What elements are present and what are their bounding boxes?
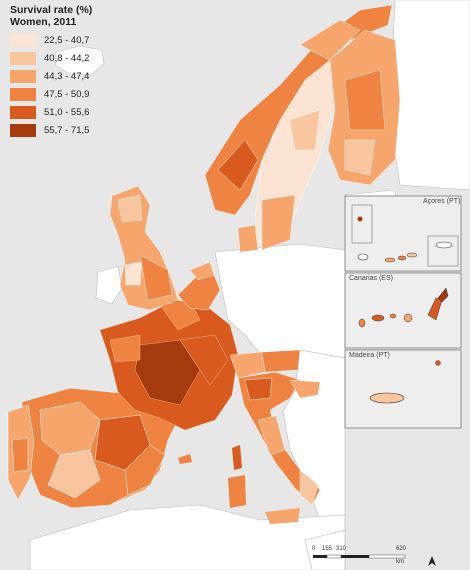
legend-label: 47,5 - 50,9 bbox=[44, 88, 90, 100]
legend-swatch bbox=[10, 123, 36, 137]
legend-swatch bbox=[10, 87, 36, 101]
region-italy bbox=[237, 371, 321, 506]
non-covered-land bbox=[29, 0, 470, 570]
legend-item: 47,5 - 50,9 bbox=[10, 86, 170, 102]
scale-tick-0: 0 bbox=[312, 546, 316, 552]
scale-tick-3: 620 bbox=[396, 546, 407, 552]
region-portugal bbox=[7, 404, 35, 501]
region-sweden bbox=[254, 59, 346, 251]
region-sardinia bbox=[228, 475, 246, 508]
legend-swatch bbox=[10, 33, 36, 47]
region-spain bbox=[21, 387, 179, 509]
legend-swatch bbox=[10, 69, 36, 83]
region-benelux bbox=[177, 261, 221, 311]
scale-tick-1: 155 bbox=[322, 546, 333, 552]
canarias-islands bbox=[358, 287, 449, 328]
region-balearic bbox=[178, 454, 192, 464]
region-norway bbox=[204, 4, 393, 216]
legend-item: 40,8 - 44,2 bbox=[10, 50, 170, 66]
inset-title-canarias: Canarias (ES) bbox=[349, 275, 393, 282]
legend-label: 22,5 - 40,7 bbox=[44, 34, 90, 46]
region-slovenia bbox=[289, 379, 321, 399]
scale-tick-2: 310 bbox=[336, 546, 347, 552]
madeira-islands bbox=[369, 360, 441, 404]
north-arrow-icon bbox=[428, 556, 436, 566]
inset-madeira bbox=[344, 349, 462, 429]
legend-label: 44,3 - 47,4 bbox=[44, 70, 90, 82]
legend: Survival rate (%) Women, 2011 22,5 - 40,… bbox=[10, 4, 170, 138]
legend-label: 51,0 - 55,6 bbox=[44, 106, 90, 118]
region-sicily bbox=[265, 508, 300, 524]
inset-title-madeira: Madeira (PT) bbox=[349, 352, 390, 359]
legend-item: 44,3 - 47,4 bbox=[10, 68, 170, 84]
legend-title: Survival rate (%) bbox=[10, 4, 93, 16]
legend-label: 40,8 - 44,2 bbox=[44, 52, 90, 64]
legend-item: 51,0 - 55,6 bbox=[10, 104, 170, 120]
legend-item: 22,5 - 40,7 bbox=[10, 32, 170, 48]
legend-rows: 22,5 - 40,7 40,8 - 44,2 44,3 - 47,4 47,5 - … bbox=[10, 32, 170, 138]
azores-islands bbox=[351, 204, 459, 267]
region-denmark bbox=[237, 224, 259, 253]
legend-swatch bbox=[10, 51, 36, 65]
scale-bar bbox=[313, 554, 406, 559]
region-uk bbox=[109, 185, 179, 311]
region-alps bbox=[229, 349, 301, 379]
inset-title-azores: Açores (PT) bbox=[423, 198, 461, 205]
region-france bbox=[99, 299, 239, 431]
region-corsica bbox=[232, 445, 242, 470]
legend-label: 55,7 - 71,5 bbox=[44, 124, 90, 136]
inset-frames bbox=[344, 195, 462, 429]
legend-item: 55,7 - 71,5 bbox=[10, 122, 170, 138]
inset-canarias bbox=[344, 272, 462, 349]
legend-swatch bbox=[10, 105, 36, 119]
region-finland bbox=[327, 29, 401, 186]
scale-unit: km bbox=[396, 559, 404, 565]
legend-subtitle: Women, 2011 bbox=[10, 16, 77, 28]
